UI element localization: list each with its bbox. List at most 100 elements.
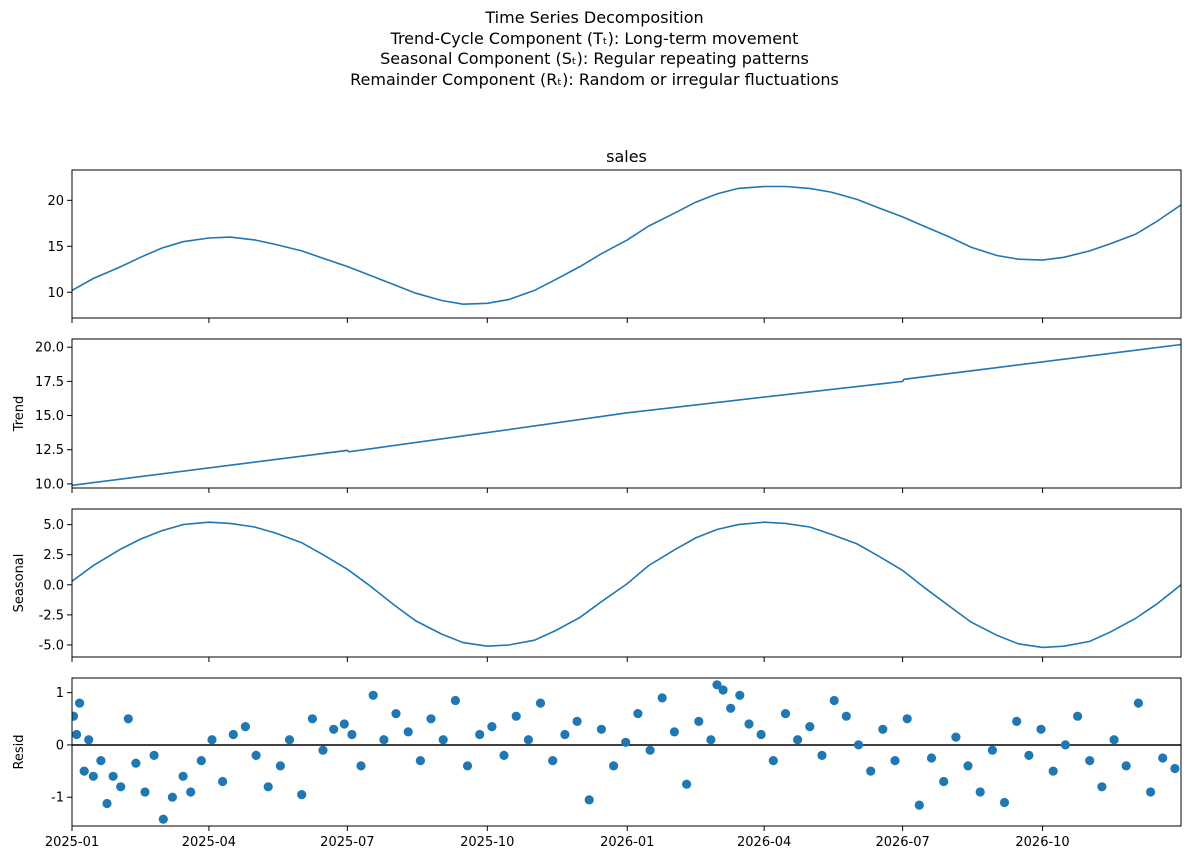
resid-point (438, 735, 448, 745)
resid-point (462, 761, 473, 771)
resid-point (1060, 740, 1070, 750)
resid-point (987, 745, 998, 755)
y-tick-label: 0 (56, 738, 64, 753)
series-line-2-0 (72, 521, 1181, 649)
resid-point (275, 761, 285, 771)
resid-point (914, 800, 924, 810)
resid-point (149, 750, 159, 761)
resid-point (1170, 763, 1180, 774)
y-tick-label: 12.5 (35, 443, 64, 458)
resid-point (841, 711, 851, 721)
resid-point (196, 756, 206, 766)
resid-point (1048, 766, 1058, 776)
y-tick-label: 5.0 (43, 518, 64, 533)
resid-point (657, 693, 667, 703)
resid-point (926, 753, 937, 763)
y-tick-label: 10.0 (35, 477, 64, 492)
resid-point (158, 814, 168, 824)
resid-point (79, 766, 89, 776)
resid-point (391, 709, 401, 719)
resid-point (207, 735, 217, 745)
figure-title-line-4: Remainder Component (Rₜ): Random or irre… (350, 69, 839, 89)
panel-frame-1 (71, 338, 1182, 489)
y-tick-label: 20.0 (35, 341, 64, 356)
y-tick-label: -2.5 (39, 608, 64, 623)
resid-point (1012, 716, 1022, 727)
resid-point (1158, 753, 1168, 763)
resid-point (379, 735, 389, 745)
resid-point (584, 795, 594, 805)
x-tick-label: 2025-01 (45, 835, 99, 850)
resid-point (131, 758, 141, 768)
resid-point (645, 745, 655, 755)
resid-point (403, 727, 413, 737)
x-tick-label: 2025-10 (460, 835, 514, 850)
resid-point (511, 711, 521, 721)
resid-point (1036, 724, 1046, 734)
x-tick-label: 2026-10 (1015, 835, 1069, 850)
resid-point (829, 695, 839, 706)
resid-point (963, 761, 973, 771)
resid-point (102, 798, 112, 809)
resid-point (186, 787, 196, 797)
resid-point (902, 714, 912, 724)
resid-point (1146, 787, 1156, 797)
resid-point (718, 685, 728, 695)
resid-point (853, 740, 864, 750)
resid-point (88, 771, 98, 781)
resid-point (975, 787, 985, 797)
series-line-0-0 (72, 185, 1181, 306)
resid-point (72, 711, 79, 721)
resid-point (228, 729, 238, 740)
resid-point (939, 776, 949, 787)
resid-point (123, 714, 133, 724)
x-tick-label: 2026-01 (600, 835, 654, 850)
x-tick-label: 2025-04 (182, 835, 236, 850)
resid-point (633, 709, 643, 719)
resid-point (415, 756, 425, 766)
panel-frame-2 (71, 508, 1182, 658)
resid-point (240, 722, 250, 732)
resid-point (116, 782, 126, 792)
resid-point (1073, 711, 1083, 721)
y-tick-label: -1 (51, 791, 64, 806)
resid-point (251, 750, 261, 761)
resid-point (450, 695, 460, 706)
resid-point (75, 698, 85, 708)
resid-point (560, 729, 570, 740)
resid-point (347, 729, 357, 740)
resid-point (96, 756, 106, 766)
figure-title-line-1: Time Series Decomposition (485, 8, 704, 27)
resid-point (609, 761, 619, 771)
y-axis-label: Seasonal (12, 554, 27, 613)
resid-point (339, 719, 349, 729)
resid-point (805, 722, 815, 732)
series-line-1-0 (72, 343, 1181, 487)
resid-point (475, 729, 485, 740)
resid-point (499, 750, 509, 761)
resid-point (1121, 761, 1131, 771)
resid-point (263, 782, 273, 792)
figure-title: Time Series Decomposition Trend-Cycle Co… (0, 8, 1189, 90)
resid-point (682, 779, 692, 789)
y-axis-label: Resid (12, 734, 27, 769)
resid-point (951, 732, 961, 742)
resid-point (535, 698, 546, 708)
resid-point (297, 790, 307, 800)
resid-point (817, 750, 827, 761)
resid-point (368, 690, 378, 700)
resid-point (621, 737, 631, 747)
panel-frame-0 (71, 169, 1182, 319)
resid-point (866, 766, 876, 776)
resid-point (694, 716, 704, 727)
resid-point (735, 690, 745, 700)
resid-point (780, 709, 791, 719)
resid-point (487, 722, 497, 732)
y-tick-label: 17.5 (35, 375, 64, 390)
y-tick-label: 15.0 (35, 409, 64, 424)
resid-point (999, 797, 1010, 808)
y-tick-label: 1 (56, 686, 64, 701)
x-tick-label: 2026-07 (875, 835, 929, 850)
y-tick-label: 2.5 (43, 548, 64, 563)
